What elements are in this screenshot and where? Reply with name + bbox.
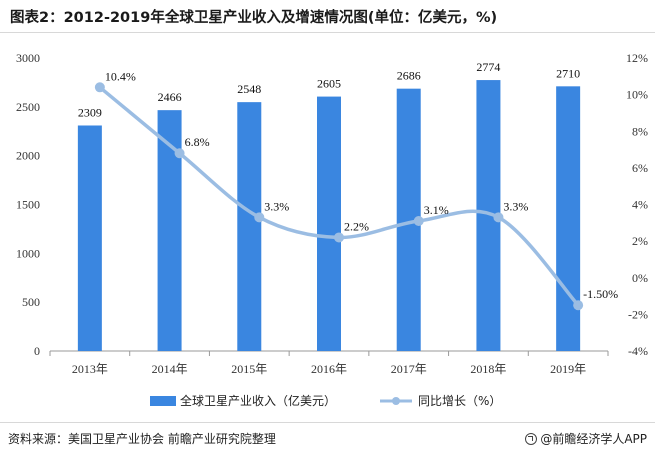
left-axis-ticks: 0 500 1000 1500 2000 2500 3000	[16, 51, 40, 358]
right-tick-label: 12%	[626, 51, 648, 65]
revenue-label: 2309	[78, 105, 102, 119]
x-tick-label: 2016年	[311, 362, 347, 376]
legend-bar-label: 全球卫星产业收入（亿美元）	[180, 393, 336, 408]
left-tick-label: 2500	[16, 100, 40, 114]
growth-label: 2.2%	[344, 219, 369, 233]
left-tick-label: 1000	[16, 246, 40, 260]
title-divider	[0, 32, 655, 33]
x-tick-label: 2013年	[72, 362, 108, 376]
growth-point	[254, 212, 265, 223]
right-axis-ticks: -4% -2% 0% 2% 4% 6% 8% 10% 12%	[626, 51, 648, 358]
revenue-label: 2548	[237, 82, 261, 96]
right-tick-label: 10%	[626, 88, 648, 102]
source-note: 资料来源：美国卫星产业协会 前瞻产业研究院整理	[8, 432, 276, 446]
left-tick-label: 500	[22, 295, 40, 309]
brand-credit: @前瞻经济学人APP	[525, 430, 647, 447]
x-tick-label: 2014年	[152, 362, 188, 376]
growth-labels: 10.4% 6.8% 3.3% 2.2% 3.1% 3.3% -1.50%	[105, 69, 618, 301]
growth-point	[334, 232, 344, 243]
growth-label: 6.8%	[185, 135, 210, 149]
bar-series	[77, 80, 581, 352]
growth-point	[413, 215, 424, 226]
legend-line-label: 同比增长（%）	[418, 394, 501, 408]
growth-point	[573, 300, 584, 311]
revenue-bar	[317, 96, 341, 351]
chart: 0 500 1000 1500 2000 2500 3000 -4% -2% 0% 2% 4% 6% 8…	[16, 51, 648, 408]
growth-point	[94, 82, 105, 93]
x-tick-label: 2018年	[470, 362, 506, 376]
revenue-label: 2466	[158, 90, 182, 104]
growth-label: 3.1%	[424, 203, 449, 217]
brand-logo-icon	[525, 433, 538, 445]
legend: 全球卫星产业收入（亿美元） 同比增长（%）	[150, 393, 501, 408]
brand-text: @前瞻经济学人APP	[540, 432, 647, 446]
growth-label: 3.3%	[503, 199, 528, 213]
revenue-bar	[237, 102, 262, 352]
footer-divider	[0, 422, 655, 423]
left-tick-label: 0	[34, 344, 40, 358]
revenue-label: 2710	[556, 66, 580, 80]
growth-label: 3.3%	[264, 199, 289, 213]
chart-title: 图表2：2012-2019年全球卫星产业收入及增速情况图(单位：亿美元，%)	[10, 10, 498, 26]
right-tick-label: 6%	[632, 161, 648, 175]
x-tick-label: 2017年	[391, 362, 427, 376]
revenue-label: 2774	[476, 60, 500, 74]
legend-line-marker	[392, 397, 400, 405]
right-tick-label: 0%	[632, 271, 648, 285]
left-tick-label: 1500	[16, 198, 40, 212]
x-axis-ticks: 2013年 2014年 2015年 2016年 2017年 2018年 2019年	[49, 351, 609, 376]
revenue-label: 2686	[397, 69, 421, 83]
revenue-bar	[77, 125, 102, 351]
legend-bar-swatch	[150, 396, 176, 406]
x-tick-label: 2015年	[231, 362, 267, 376]
growth-point	[493, 212, 504, 223]
growth-label: -1.50%	[583, 287, 618, 301]
growth-point	[174, 148, 185, 159]
x-tick-label: 2019年	[550, 362, 586, 376]
right-tick-label: -4%	[628, 344, 648, 358]
right-tick-label: 8%	[632, 124, 648, 138]
left-tick-label: 2000	[16, 149, 40, 163]
growth-points	[94, 82, 584, 311]
growth-label: 10.4%	[105, 69, 136, 83]
revenue-bar	[556, 86, 581, 351]
left-tick-label: 3000	[16, 51, 40, 65]
bar-labels: 2309 2466 2548 2605 2686 2774 2710	[78, 60, 580, 119]
revenue-label: 2605	[317, 77, 341, 91]
right-tick-label: -2%	[628, 307, 648, 321]
right-tick-label: 4%	[632, 198, 648, 212]
right-tick-label: 2%	[632, 234, 648, 248]
